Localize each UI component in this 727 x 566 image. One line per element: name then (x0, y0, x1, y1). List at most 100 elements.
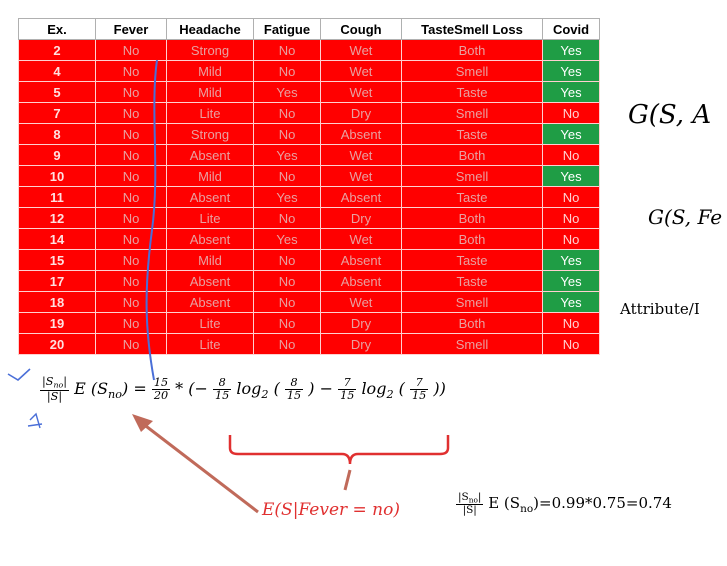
cell-cough: Wet (320, 165, 402, 187)
cell-fatigue: No (253, 312, 321, 334)
cell-headache: Lite (166, 312, 254, 334)
cell-fever: No (95, 207, 167, 229)
gain-formula-general: G(S, A (628, 100, 712, 130)
cell-fatigue: No (253, 60, 321, 82)
fraction-8-15-arg: 8 15 (284, 376, 304, 402)
table-row: 10 No Mild No Wet Smell Yes (18, 165, 600, 187)
cell-headache: Mild (166, 81, 254, 103)
cell-fever: No (95, 186, 167, 208)
cell-cough: Absent (320, 249, 402, 271)
cell-fever: No (95, 123, 167, 145)
cell-fever: No (95, 291, 167, 313)
cell-fatigue: No (253, 333, 321, 355)
header-ex: Ex. (18, 18, 96, 40)
entropy-equation: |Sno| |S| E (Sno) = 15 20 * (− 8 15 log2 (… (40, 375, 446, 403)
covid-data-table-wrapper: Ex. Fever Headache Fatigue Cough TasteSmell L… (18, 18, 600, 355)
cell-cough: Absent (320, 270, 402, 292)
handwritten-curve-icon (145, 59, 158, 381)
header-cough: Cough (320, 18, 402, 40)
cell-headache: Absent (166, 291, 254, 313)
fraction-7-15-arg: 7 15 (410, 376, 429, 402)
cell-ex: 18 (18, 291, 96, 313)
table-body: 2 No Strong No Wet Both Yes 4 No Mild No Wet Smell Ye… (18, 39, 600, 355)
brace-icon (228, 435, 450, 465)
cell-headache: Lite (166, 102, 254, 124)
cell-headache: Absent (166, 270, 254, 292)
cell-fever: No (95, 144, 167, 166)
cell-tastesmell-loss: Smell (401, 102, 543, 124)
cell-tastesmell-loss: Smell (401, 165, 543, 187)
cell-fever: No (95, 39, 167, 61)
cell-covid: Yes (542, 60, 600, 82)
cell-fatigue: Yes (253, 81, 321, 103)
arrow-icon (343, 469, 352, 491)
cell-fatigue: No (253, 102, 321, 124)
cell-headache: Absent (166, 228, 254, 250)
table-row: 17 No Absent No Absent Taste Yes (18, 270, 600, 292)
cell-fatigue: Yes (253, 144, 321, 166)
table-row: 11 No Absent Yes Absent Taste No (18, 186, 600, 208)
table-row: 7 No Lite No Dry Smell No (18, 102, 600, 124)
cell-tastesmell-loss: Both (401, 144, 543, 166)
checkmark-icon (27, 412, 43, 429)
header-headache: Headache (166, 18, 254, 40)
fraction-8-15: 8 15 (213, 376, 232, 402)
cell-covid: Yes (542, 123, 600, 145)
fraction-s-no-over-s: |Sno| |S| (40, 375, 69, 403)
cell-headache: Lite (166, 207, 254, 229)
cell-cough: Wet (320, 60, 402, 82)
cell-ex: 9 (18, 144, 96, 166)
cell-fatigue: No (253, 249, 321, 271)
cell-cough: Wet (320, 144, 402, 166)
cell-ex: 17 (18, 270, 96, 292)
cell-ex: 4 (18, 60, 96, 82)
cell-covid: No (542, 333, 600, 355)
cell-fatigue: No (253, 123, 321, 145)
cell-headache: Lite (166, 333, 254, 355)
cell-cough: Absent (320, 123, 402, 145)
cell-tastesmell-loss: Taste (401, 270, 543, 292)
cell-ex: 19 (18, 312, 96, 334)
table-row: 19 No Lite No Dry Both No (18, 312, 600, 334)
cell-fever: No (95, 102, 167, 124)
fraction-15-20: 15 20 (151, 376, 171, 402)
cell-fatigue: No (253, 270, 321, 292)
cell-covid: No (542, 102, 600, 124)
cell-covid: No (542, 144, 600, 166)
cell-headache: Mild (166, 60, 254, 82)
header-fatigue: Fatigue (253, 18, 321, 40)
entropy-annotation-label: E(S|Fever = no) (262, 500, 401, 520)
attribute-label: Attribute/I (620, 300, 700, 318)
cell-cough: Dry (320, 312, 402, 334)
cell-cough: Wet (320, 291, 402, 313)
cell-ex: 20 (18, 333, 96, 355)
table-row: 20 No Lite No Dry Smell No (18, 333, 600, 355)
cell-cough: Dry (320, 207, 402, 229)
table-row: 14 No Absent Yes Wet Both No (18, 228, 600, 250)
cell-ex: 11 (18, 186, 96, 208)
cell-tastesmell-loss: Both (401, 228, 543, 250)
header-tastesmell-loss: TasteSmell Loss (401, 18, 543, 40)
cell-cough: Wet (320, 228, 402, 250)
cell-tastesmell-loss: Taste (401, 123, 543, 145)
table-row: 8 No Strong No Absent Taste Yes (18, 123, 600, 145)
table-row: 15 No Mild No Absent Taste Yes (18, 249, 600, 271)
covid-data-table: Ex. Fever Headache Fatigue Cough TasteSmell L… (18, 18, 600, 355)
arrow-icon (132, 414, 153, 432)
cell-cough: Wet (320, 39, 402, 61)
cell-covid: No (542, 312, 600, 334)
cell-covid: Yes (542, 291, 600, 313)
checkmark-icon (7, 368, 31, 381)
cell-headache: Strong (166, 39, 254, 61)
cell-cough: Absent (320, 186, 402, 208)
cell-headache: Mild (166, 165, 254, 187)
cell-covid: Yes (542, 81, 600, 103)
cell-cough: Wet (320, 81, 402, 103)
cell-ex: 14 (18, 228, 96, 250)
arrow-icon (137, 418, 259, 514)
cell-fatigue: No (253, 39, 321, 61)
cell-headache: Strong (166, 123, 254, 145)
fraction-7-15: 7 15 (338, 376, 357, 402)
cell-fatigue: Yes (253, 228, 321, 250)
